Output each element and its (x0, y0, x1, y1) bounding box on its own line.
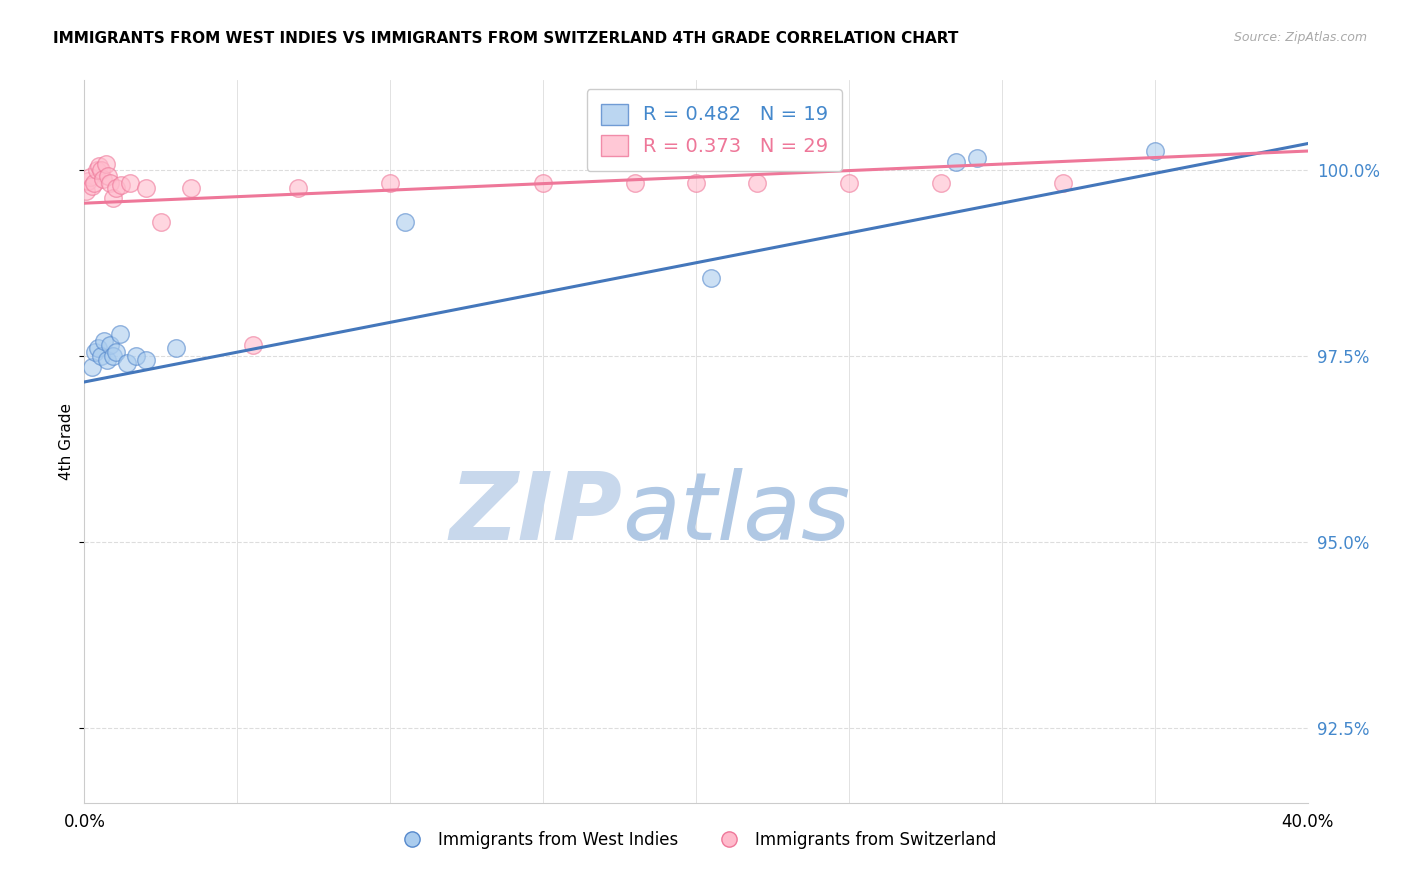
Point (87, 159, 110, 173)
Legend: Immigrants from West Indies, Immigrants from Switzerland: Immigrants from West Indies, Immigrants … (388, 824, 1004, 856)
Point (700, 270, 723, 285)
Point (96, 352, 118, 367)
Point (79, 170, 101, 185)
Point (105, 345, 128, 359)
Point (115, 356, 138, 370)
Point (394, 215, 416, 229)
Point (90, 349, 112, 363)
Point (929, 176, 952, 190)
Point (120, 176, 142, 190)
Point (108, 326, 131, 341)
Point (103, 191, 125, 205)
Text: IMMIGRANTS FROM WEST INDIES VS IMMIGRANTS FROM SWITZERLAND 4TH GRADE CORRELATION: IMMIGRANTS FROM WEST INDIES VS IMMIGRANT… (53, 31, 959, 46)
Point (945, 155, 967, 169)
Point (149, 215, 172, 229)
Point (83, 176, 105, 190)
Point (747, 176, 769, 190)
Point (86, 162, 108, 177)
Point (624, 176, 647, 190)
Point (287, 181, 309, 195)
Point (84, 345, 107, 359)
Text: atlas: atlas (623, 468, 851, 559)
Point (685, 176, 707, 190)
Point (1143, 144, 1166, 158)
Point (91, 171, 114, 186)
Point (94, 157, 117, 171)
Text: ZIP: ZIP (450, 467, 623, 560)
Point (87, 342, 110, 356)
Point (103, 349, 125, 363)
Point (531, 176, 554, 190)
Point (135, 181, 157, 195)
Point (80, 179, 103, 194)
Point (93, 334, 115, 348)
Point (135, 352, 157, 367)
Point (110, 178, 132, 192)
Point (75, 184, 97, 198)
Point (105, 181, 128, 195)
Point (98, 337, 121, 351)
Point (242, 337, 264, 351)
Point (966, 152, 988, 166)
Point (80, 359, 103, 374)
Point (165, 342, 187, 356)
Point (180, 181, 202, 195)
Point (838, 176, 860, 190)
Point (1052, 176, 1074, 190)
Text: Source: ZipAtlas.com: Source: ZipAtlas.com (1233, 31, 1367, 45)
Point (125, 349, 148, 363)
Point (380, 176, 402, 190)
Point (97, 169, 120, 183)
Point (77, 174, 100, 188)
Point (98, 176, 121, 190)
Point (90, 162, 112, 177)
Y-axis label: 4th Grade: 4th Grade (59, 403, 73, 480)
